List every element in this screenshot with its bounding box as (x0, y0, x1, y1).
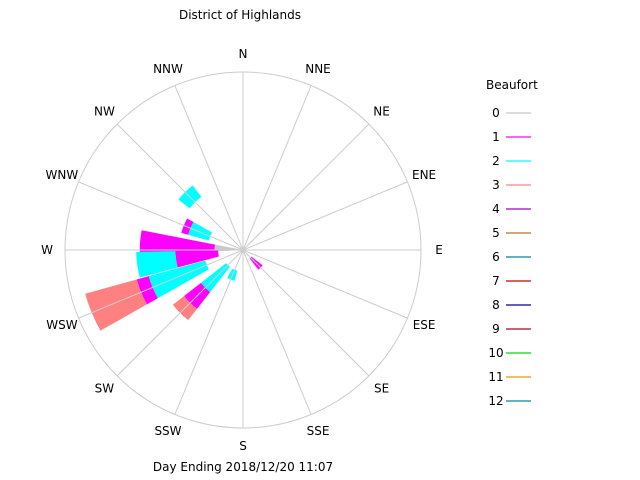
direction-label: NNW (153, 62, 183, 76)
legend-label: 11 (488, 370, 503, 384)
direction-label: SW (95, 382, 115, 396)
sector-segment (188, 221, 213, 241)
spoke-line (116, 123, 244, 251)
spoke-line (242, 123, 370, 251)
direction-label: SSW (154, 424, 181, 438)
sector-segment (175, 250, 219, 268)
sector-segment (139, 230, 216, 256)
legend-label: 12 (488, 394, 503, 408)
direction-label: ESE (413, 318, 436, 332)
spoke-line (242, 249, 408, 319)
legend-label: 9 (492, 322, 500, 336)
polar-grid (64, 71, 422, 429)
legend-label: 2 (492, 154, 500, 168)
direction-label: N (239, 47, 248, 61)
chart-title: District of Highlands (179, 8, 301, 22)
legend-label: 10 (488, 346, 503, 360)
direction-label: SSE (307, 424, 330, 438)
sector-segment (136, 251, 178, 278)
direction-label: NE (373, 104, 390, 118)
legend-label: 6 (492, 250, 500, 264)
direction-label: E (435, 243, 443, 257)
direction-label: NNE (305, 62, 331, 76)
direction-label: S (239, 439, 247, 453)
legend-label: 3 (492, 178, 500, 192)
spoke-line (242, 85, 312, 251)
direction-label: SE (374, 382, 389, 396)
direction-label: WNW (46, 168, 79, 182)
sector-segment (136, 276, 158, 305)
spoke-line (174, 85, 244, 251)
spoke-line (78, 181, 244, 251)
legend-label: 4 (492, 202, 500, 216)
legend-label: 0 (492, 106, 500, 120)
sector-bars (85, 185, 263, 331)
direction-labels: N NNE NE ENE E ESE SE SSE S SSW SW WSW W WNW NW NNW (41, 47, 443, 453)
spoke-line (116, 249, 244, 377)
sector-segment (85, 279, 147, 331)
spoke-line (242, 249, 312, 415)
legend-label: 5 (492, 226, 500, 240)
legend-label: 1 (492, 130, 500, 144)
spoke-line (242, 181, 408, 251)
legend-label: 8 (492, 298, 500, 312)
direction-label: ENE (412, 168, 436, 182)
spoke-line (242, 249, 370, 377)
spoke-line (174, 249, 244, 415)
legend-title: Beaufort (486, 78, 538, 92)
chart-subtitle: Day Ending 2018/12/20 11:07 (153, 460, 333, 474)
spoke-line (78, 249, 244, 319)
direction-label: WSW (46, 318, 77, 332)
direction-label: W (41, 243, 53, 257)
direction-label: NW (94, 104, 115, 118)
legend-label: 7 (492, 274, 500, 288)
